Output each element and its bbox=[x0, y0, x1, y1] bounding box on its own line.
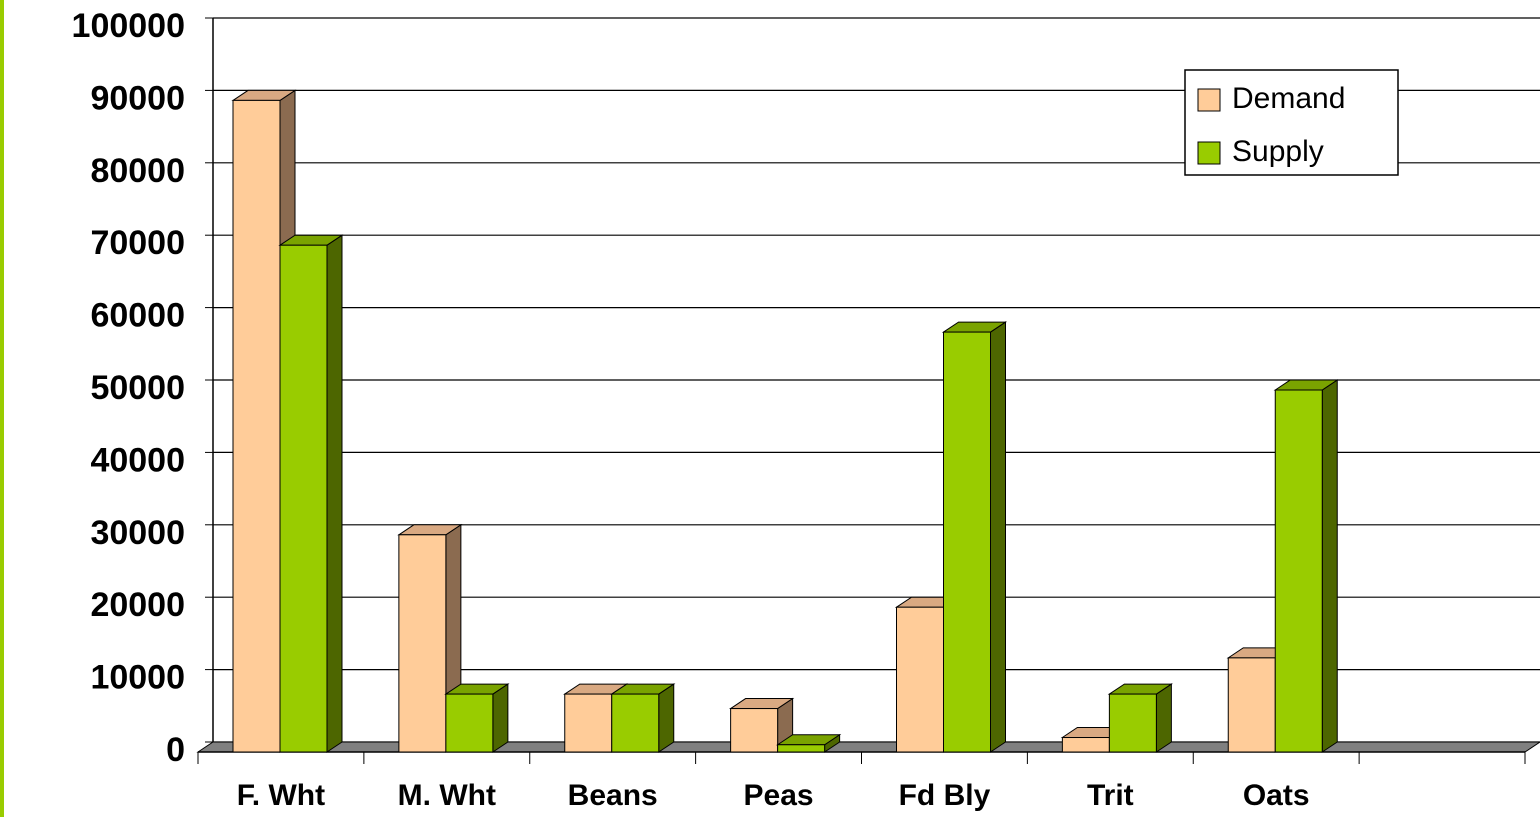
bar-front bbox=[398, 534, 447, 753]
legend-label: Demand bbox=[1232, 82, 1345, 115]
bar-front bbox=[232, 99, 281, 753]
y-tick-label: 0 bbox=[166, 731, 185, 769]
bar-front bbox=[730, 708, 779, 753]
x-tick-label: Beans bbox=[568, 779, 658, 812]
x-tick-label: Trit bbox=[1087, 779, 1134, 812]
bar bbox=[444, 683, 510, 753]
y-tick-label: 40000 bbox=[90, 441, 185, 479]
accent-bar bbox=[0, 0, 4, 817]
legend-swatch bbox=[1197, 88, 1221, 112]
bar bbox=[1273, 379, 1339, 753]
x-tick-label: M. Wht bbox=[398, 779, 496, 812]
bar-front bbox=[1274, 389, 1323, 753]
y-tick-label: 80000 bbox=[90, 152, 185, 190]
y-tick-label: 100000 bbox=[72, 7, 185, 45]
bar bbox=[941, 321, 1008, 753]
bar-side bbox=[1155, 683, 1172, 753]
bar-side bbox=[658, 683, 675, 753]
bar-side bbox=[990, 321, 1006, 753]
bar bbox=[1107, 683, 1174, 753]
x-tick-label: Oats bbox=[1243, 779, 1310, 812]
y-tick-label: 10000 bbox=[90, 659, 185, 697]
bar-front bbox=[445, 693, 494, 753]
bar-front bbox=[611, 693, 660, 753]
x-tick-label: Fd Bly bbox=[899, 779, 991, 812]
y-tick-label: 20000 bbox=[90, 586, 185, 624]
bar-side bbox=[326, 234, 343, 753]
bar-side bbox=[492, 683, 509, 753]
bar-front bbox=[279, 244, 328, 753]
bar bbox=[610, 683, 676, 753]
bar-front bbox=[1108, 693, 1157, 753]
y-tick-label: 50000 bbox=[90, 369, 185, 407]
bar-front bbox=[777, 744, 826, 753]
y-tick-label: 30000 bbox=[90, 514, 185, 552]
legend-swatch bbox=[1197, 141, 1221, 165]
bar-front bbox=[564, 693, 613, 753]
bar bbox=[278, 234, 344, 753]
bar-side bbox=[1321, 379, 1338, 753]
x-tick-label: Peas bbox=[744, 779, 814, 812]
y-tick-label: 90000 bbox=[90, 79, 185, 117]
bar bbox=[775, 733, 842, 753]
legend-label: Supply bbox=[1232, 135, 1324, 168]
bar-front bbox=[896, 606, 944, 753]
x-tick-label: F. Wht bbox=[237, 779, 325, 812]
bar-front bbox=[1227, 657, 1276, 753]
bar-front bbox=[1061, 737, 1110, 753]
bar-front bbox=[943, 331, 991, 753]
y-tick-label: 60000 bbox=[90, 297, 185, 335]
y-tick-label: 70000 bbox=[90, 224, 185, 262]
